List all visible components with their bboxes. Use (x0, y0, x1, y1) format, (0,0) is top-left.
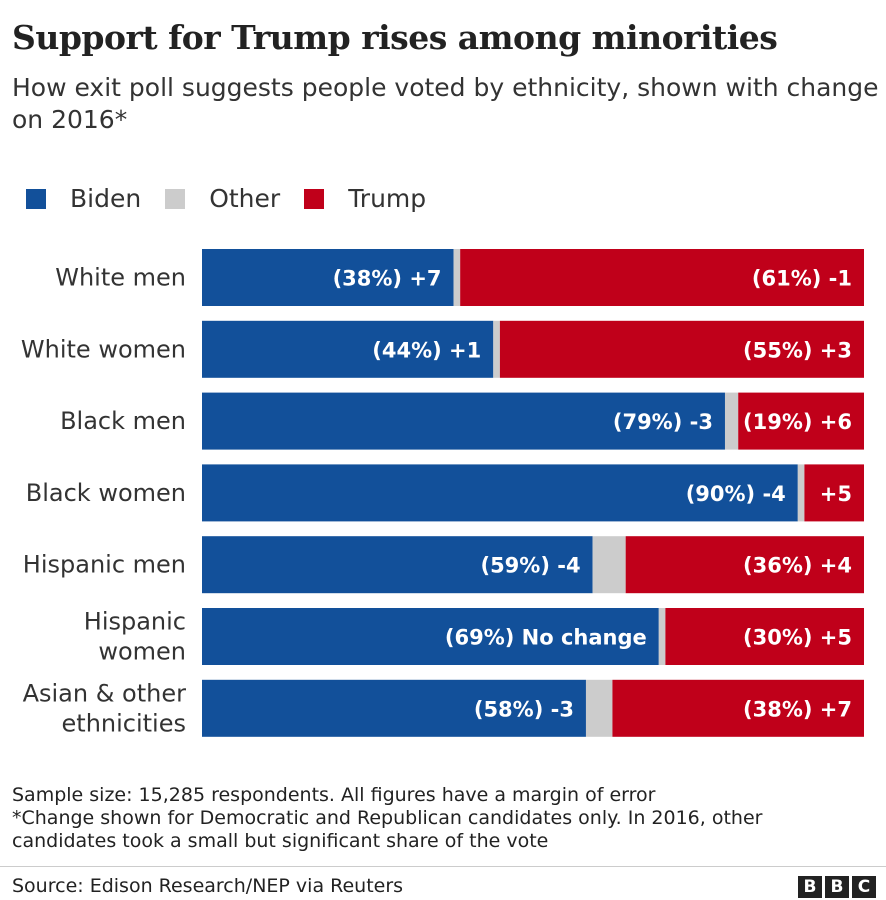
bar-biden (202, 608, 659, 665)
bar-trump (460, 249, 864, 306)
data-label: (90%) -4 (686, 482, 786, 506)
data-label: (59%) -4 (480, 554, 580, 578)
bar-other (592, 536, 626, 594)
note-change: *Change shown for Democratic and Republi… (12, 807, 763, 852)
data-label: (79%) -3 (613, 410, 713, 434)
chart-title: Support for Trump rises among minorities (12, 18, 778, 57)
bar-trump (665, 608, 864, 665)
legend-item: Other (165, 184, 280, 213)
data-label: (19%) +6 (743, 410, 852, 434)
category-label: ethnicities (62, 709, 186, 737)
data-label: (69%) No change (445, 626, 647, 650)
legend-item: Biden (26, 184, 141, 213)
note-sample: Sample size: 15,285 respondents. All fig… (12, 784, 656, 806)
bar-other (797, 464, 805, 522)
data-label: (36%) +4 (743, 554, 852, 578)
bar-biden (202, 679, 586, 737)
data-label: (38%) +7 (743, 697, 852, 721)
legend-label: Other (209, 184, 281, 213)
bar-biden (202, 464, 798, 522)
category-label: Hispanic men (23, 551, 186, 579)
legend-swatch (26, 188, 46, 209)
legend: Biden Other Trump (26, 184, 450, 213)
bar-other (585, 679, 613, 737)
bar-biden (202, 392, 725, 450)
bar-trump (499, 320, 864, 378)
notes: Sample size: 15,285 respondents. All fig… (12, 784, 872, 853)
data-label: (38%) +7 (333, 267, 442, 291)
bar-trump (804, 464, 864, 522)
bar-biden (202, 536, 593, 594)
bar-other (724, 392, 739, 450)
category-label: Asian & other (23, 679, 187, 707)
logo-letter: C (852, 876, 876, 898)
bar-biden (202, 249, 454, 306)
bar-biden (202, 320, 494, 378)
category-label: Black men (60, 407, 186, 435)
legend-swatch (304, 188, 325, 209)
chart-subtitle: How exit poll suggests people voted by e… (12, 73, 879, 134)
category-label: White men (55, 264, 186, 292)
data-label: (58%) -3 (474, 697, 574, 721)
logo-letter: B (798, 876, 822, 898)
bar-trump (612, 679, 864, 737)
category-label: Black women (26, 479, 186, 507)
bar-other (493, 320, 500, 378)
category-label: Hispanic (84, 608, 186, 636)
bar-trump (738, 392, 864, 450)
data-label: (61%) -1 (752, 267, 852, 291)
category-label: White women (21, 335, 186, 363)
bar-other (658, 608, 666, 665)
divider (0, 866, 886, 867)
data-label: (44%) +1 (372, 338, 481, 362)
bar-chart: White men (38%) +7 (61%) -1 White women (44%… (21, 249, 864, 737)
legend-label: Biden (70, 184, 142, 213)
legend-label: Trump (348, 184, 427, 213)
source: Source: Edison Research/NEP via Reuters (12, 875, 404, 897)
data-label: (55%) +3 (743, 338, 852, 362)
bar-other (453, 249, 461, 306)
bar-trump (625, 536, 864, 594)
category-label: women (98, 638, 186, 666)
data-label: (30%) +5 (743, 626, 852, 650)
data-label: +5 (820, 482, 852, 506)
legend-item: Trump (304, 184, 426, 213)
logo-letter: B (825, 876, 849, 898)
legend-swatch (165, 188, 186, 209)
